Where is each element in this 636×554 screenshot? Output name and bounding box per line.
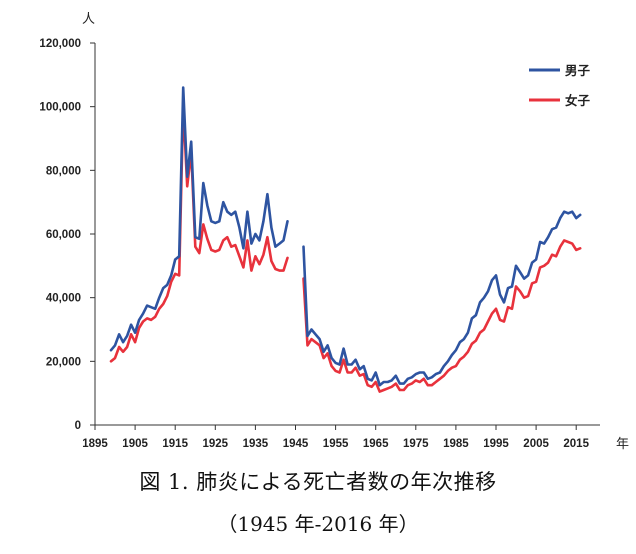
x-tick-label: 1965 (363, 438, 389, 450)
pneumonia-deaths-chart: 人 0 20,000 40,000 60,000 80,000 100,000 120,00… (39, 12, 629, 452)
x-tick-label: 1925 (203, 438, 229, 450)
series-line-female-segment-2 (302, 239, 582, 393)
series-line-male-segment-2 (302, 210, 582, 387)
x-tick-label: 2015 (563, 438, 589, 450)
y-tick-label: 0 (75, 420, 81, 432)
x-tick-label: 1995 (483, 438, 509, 450)
y-tick-label: 100,000 (39, 102, 81, 114)
legend: 男子 女子 (529, 63, 591, 108)
chart-title: 図 1. 肺炎による死亡者数の年次推移 (139, 470, 497, 494)
y-tick-label: 40,000 (46, 293, 81, 305)
chart-subtitle: （1945 年-2016 年） (217, 512, 419, 536)
x-tick-label: 1905 (122, 438, 148, 450)
x-tick-label: 1935 (243, 438, 269, 450)
y-tick-label: 80,000 (46, 165, 81, 177)
x-tick-label: 1915 (162, 438, 188, 450)
y-tick-label: 20,000 (46, 356, 81, 368)
series-lines (109, 86, 582, 393)
legend-label-female: 女子 (565, 93, 591, 108)
x-tick-label: 1955 (323, 438, 349, 450)
x-axis-unit-label: 年 (616, 437, 629, 452)
x-tick-label: 1945 (283, 438, 309, 450)
x-axis-ticks: 1895 1905 1915 1925 1935 1945 1955 1965 1975 1985… (82, 425, 590, 450)
series-line-male-segment-1 (109, 86, 289, 352)
x-tick-label: 1975 (403, 438, 429, 450)
y-tick-label: 60,000 (46, 229, 81, 241)
y-axis-ticks: 0 20,000 40,000 60,000 80,000 100,000 120,000 (39, 38, 95, 432)
series-line-female-segment-1 (109, 103, 289, 363)
legend-label-male: 男子 (565, 63, 591, 78)
y-axis-unit-label: 人 (82, 12, 95, 27)
x-tick-label: 1895 (82, 438, 108, 450)
x-tick-label: 1985 (443, 438, 469, 450)
x-tick-label: 2005 (523, 438, 549, 450)
y-tick-label: 120,000 (39, 38, 81, 50)
